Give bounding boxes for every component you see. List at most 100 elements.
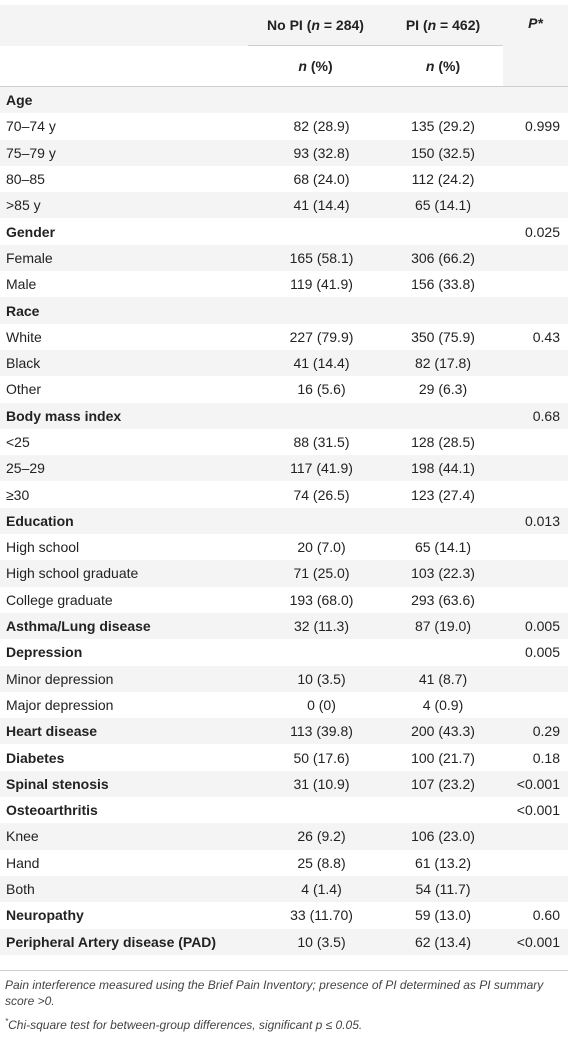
row-label: Black [0,349,248,377]
no-pi-value: 41 (14.4) [248,192,383,219]
row-label: College graduate [6,591,113,608]
footnote-pi-definition: Pain interference measured using the Bri… [5,978,544,1008]
row-label: High school graduate [0,560,248,587]
row-label: Female [0,244,248,272]
pi-value: 198 (44.1) [383,455,503,482]
p-value: 0.60 [532,907,560,924]
no-pi-value: 165 (58.1) [248,244,383,272]
p-value [503,850,568,876]
table-row: <25 88 (31.5) 128 (28.5) [0,429,568,455]
no-pi-value: 33 (11.70) [290,907,353,924]
no-pi-value: 227 (79.9) [289,328,354,345]
no-pi-value: 0 (0) [307,696,336,713]
pi-value: 112 (24.2) [411,171,475,188]
row-label: Osteoarthritis [6,802,98,819]
table-row: Education 0.013 [0,507,568,535]
pi-value [383,402,503,429]
no-pi-value [248,507,383,535]
p-value [503,349,568,377]
p-value [503,665,568,692]
no-pi-value [248,402,383,429]
row-label: Race [0,297,248,324]
p-value: <0.001 [503,928,568,955]
no-pi-value: 50 (17.6) [293,749,350,766]
table-footnotes: Pain interference measured using the Bri… [0,970,568,1038]
pi-value [383,507,503,535]
row-label: Diabetes [6,749,65,766]
table-container: No PI (n = 284) PI (n = 462) P* n (%) n … [0,5,568,955]
no-pi-value: 74 (26.5) [293,486,350,503]
no-pi-value: 4 (1.4) [248,875,383,903]
subheader-pi: n (%) [383,45,503,87]
table-row: High school graduate 71 (25.0) 103 (22.3) [0,560,568,587]
row-label: Both [0,875,248,903]
p-value [503,86,568,114]
footnote-chi-square: *Chi-square test for between-group diffe… [5,1014,568,1033]
p-value [503,455,568,482]
pi-value: 87 (19.0) [383,612,503,640]
no-pi-value [248,639,383,665]
row-label: White [6,328,42,345]
pi-value: 4 (0.9) [422,696,464,713]
pi-value: 306 (66.2) [383,244,503,272]
no-pi-value: 113 (39.8) [248,718,383,745]
table-row: ≥30 74 (26.5) 123 (27.4) [0,481,568,507]
p-value: <0.001 [503,770,568,798]
row-label: Asthma/Lung disease [0,612,248,640]
p-value [503,560,568,587]
row-label: Male [6,276,37,293]
p-value [503,534,568,560]
no-pi-value: 71 (25.0) [248,560,383,587]
table-row: >85 y 41 (14.4) 65 (14.1) [0,192,568,219]
no-pi-value: 93 (32.8) [248,139,383,166]
table-row: Depression 0.005 [0,639,568,665]
row-label: Minor depression [0,665,248,692]
row-label: <25 [6,434,30,450]
p-value: 0.43 [532,328,560,345]
pi-value: 41 (8.7) [383,665,503,692]
pi-value: 156 (33.8) [411,276,475,293]
no-pi-value [248,297,383,324]
row-label: 80–85 [6,171,45,188]
p-value [503,139,568,166]
no-pi-value: 117 (41.9) [248,455,383,482]
p-value: 0.005 [503,612,568,640]
p-value [503,875,568,903]
p-value [503,192,568,219]
no-pi-value: 68 (24.0) [293,171,350,188]
p-value: 0.68 [503,402,568,429]
p-value [503,692,568,718]
table-row: College graduate 193 (68.0) 293 (63.6) [0,587,568,613]
pi-value [383,797,503,823]
row-label: 25–29 [0,455,248,482]
row-label: Depression [6,644,83,661]
table-row: Diabetes 50 (17.6) 100 (21.7) 0.18 [0,744,568,770]
p-value: 0.005 [524,644,560,661]
table-row: Gender 0.025 [0,218,568,244]
pi-value: 135 (29.2) [411,118,475,135]
pi-value: 103 (22.3) [383,560,503,587]
p-value: 0.025 [524,223,560,240]
table-row: 70–74 y 82 (28.9) 135 (29.2) 0.999 [0,113,568,139]
table-row: High school 20 (7.0) 65 (14.1) [0,534,568,560]
pi-value: 200 (43.3) [383,718,503,745]
no-pi-value: 82 (28.9) [293,118,350,135]
pi-value: 123 (27.4) [411,486,475,503]
table-row: Peripheral Artery disease (PAD) 10 (3.5) 6… [0,928,568,955]
pi-value [383,639,503,665]
header-pi: PI (n = 462) [383,5,503,46]
no-pi-value [248,218,383,244]
p-value [503,587,568,613]
pi-value: 65 (14.1) [414,539,472,556]
row-label: Major depression [6,696,114,713]
table-row: Race [0,297,568,324]
table-body: Age 70–74 y 82 (28.9) 135 (29.2) 0.999 75–79 … [0,86,568,955]
p-value: 0.013 [503,507,568,535]
p-value: 0.18 [532,749,560,766]
no-pi-value: 10 (3.5) [248,665,383,692]
header-p: P* [503,5,568,87]
table-row: White 227 (79.9) 350 (75.9) 0.43 [0,324,568,350]
p-value [503,244,568,272]
data-table: No PI (n = 284) PI (n = 462) P* n (%) n … [0,5,568,955]
pi-value: 350 (75.9) [411,328,475,345]
